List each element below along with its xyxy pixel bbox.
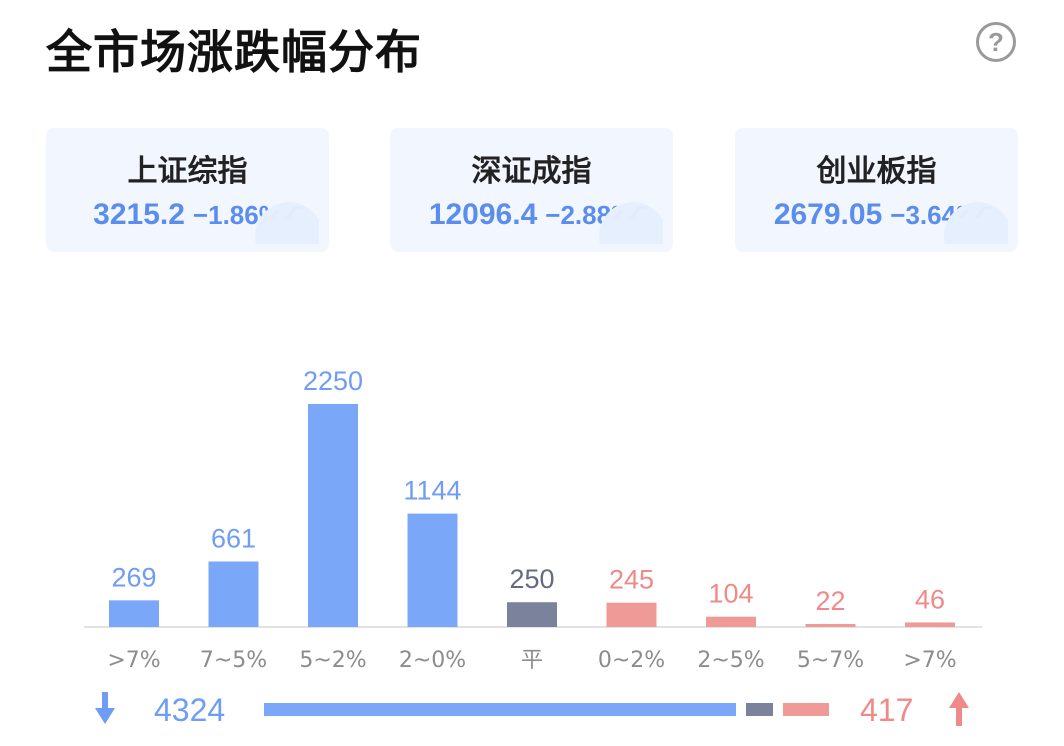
- up-proportion-bar: [783, 703, 829, 716]
- index-card-shenzhen[interactable]: 深证成指 12096.4 −2.88%: [390, 128, 673, 252]
- bar[interactable]: [606, 602, 657, 627]
- bar[interactable]: [407, 513, 458, 627]
- down-total: 4324: [154, 692, 226, 728]
- arrow-down-icon: [95, 692, 115, 724]
- x-tick-label: 5~7%: [797, 648, 864, 673]
- index-card-shanghai[interactable]: 上证综指 3215.2 −1.86%: [46, 128, 329, 252]
- up-total: 417: [860, 692, 914, 728]
- arrow-up-icon: [949, 692, 969, 726]
- index-value: 12096.4: [428, 198, 538, 231]
- bar-value-label: 104: [708, 579, 753, 609]
- x-tick-label: 7~5%: [200, 648, 267, 673]
- x-tick-label: 5~2%: [299, 648, 366, 673]
- help-icon[interactable]: ?: [976, 22, 1016, 62]
- bar-value-label: 245: [609, 565, 654, 595]
- index-name: 深证成指: [471, 154, 592, 189]
- x-tick-label: >7%: [107, 648, 160, 673]
- bar-value-label: 661: [211, 523, 256, 553]
- distribution-chart: 269 >7% 661 7~5% 2250 5~2% 1144 2~0% 250 平 245 0~2%…: [84, 366, 982, 673]
- bar-value-label: 1144: [403, 476, 461, 506]
- bar[interactable]: [109, 600, 159, 627]
- bar[interactable]: [905, 622, 955, 627]
- bar-value-label: 269: [111, 562, 156, 592]
- bar-value-label: 250: [509, 564, 554, 594]
- bar-value-label: 22: [815, 586, 845, 616]
- index-value: 2679.05: [773, 198, 883, 231]
- down-proportion-bar: [264, 703, 737, 716]
- index-card-chinext[interactable]: 创业板指 2679.05 −3.64%: [735, 128, 1018, 252]
- bar[interactable]: [805, 624, 856, 627]
- trend-watermark-icon: [599, 202, 663, 244]
- bar[interactable]: [507, 602, 557, 627]
- x-tick-label: 2~5%: [697, 648, 764, 673]
- bar-value-label: 2250: [303, 366, 363, 396]
- x-tick-label: 平: [521, 648, 543, 673]
- trend-watermark-icon: [944, 202, 1008, 244]
- flat-proportion-bar: [746, 703, 774, 716]
- page-title: 全市场涨跌幅分布: [46, 25, 422, 79]
- index-name: 创业板指: [816, 154, 937, 189]
- trend-watermark-icon: [255, 202, 319, 244]
- index-value: 3215.2: [93, 198, 185, 231]
- bar[interactable]: [706, 616, 756, 627]
- bar[interactable]: [308, 404, 358, 627]
- x-tick-label: >7%: [903, 648, 956, 673]
- bar-value-label: 46: [915, 584, 945, 614]
- x-tick-label: 2~0%: [399, 648, 466, 673]
- bar[interactable]: [208, 561, 259, 627]
- x-tick-label: 0~2%: [598, 648, 665, 673]
- index-name: 上证综指: [127, 154, 248, 189]
